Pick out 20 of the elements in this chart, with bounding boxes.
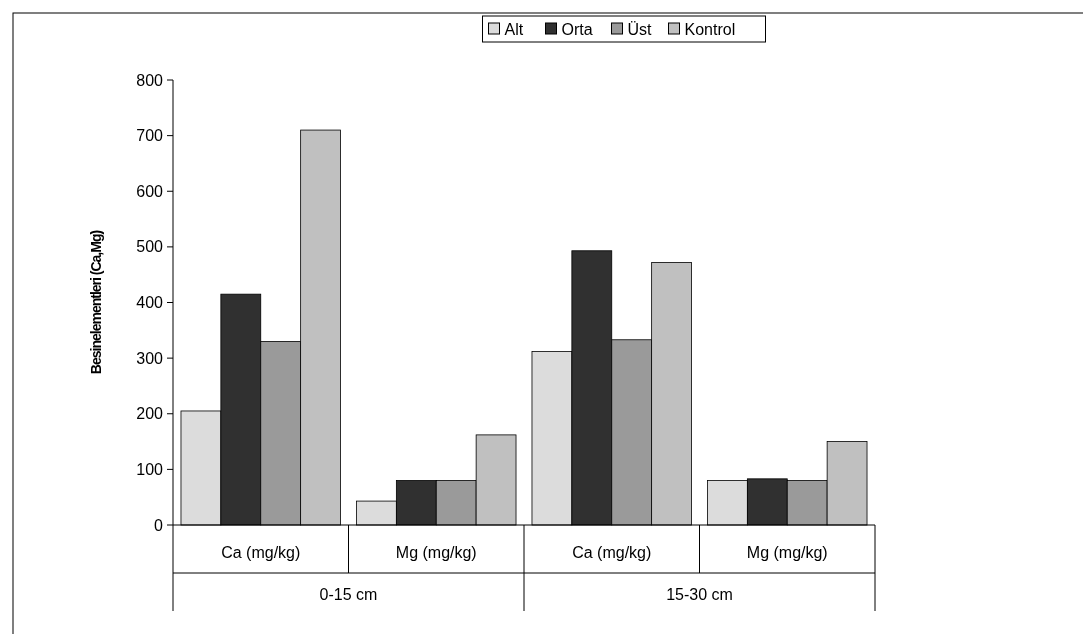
x-tick-label: Mg (mg/kg): [395, 544, 477, 561]
y-tick-label: 800: [136, 71, 164, 89]
y-tick-label: 100: [136, 460, 164, 478]
y-tick-label: 500: [136, 238, 164, 256]
y-tick-label: 400: [136, 294, 164, 312]
text: 0-15 cm: [319, 586, 378, 603]
legend-label: Üst: [627, 20, 653, 38]
text: 15-30 cm: [666, 586, 733, 603]
x-tick-label: Mg (mg/kg): [746, 544, 828, 561]
y-tick-label: 600: [136, 182, 164, 200]
y-tick-label: 200: [136, 405, 164, 423]
y-tick-label: 0: [154, 516, 164, 534]
y-tick-label: 300: [136, 349, 164, 367]
y-tick-label: 700: [136, 127, 164, 145]
legend-label: Kontrol: [684, 20, 736, 38]
y-axis-title: Besinelementleri (Ca,Mg): [88, 230, 104, 375]
legend-label: Alt: [504, 20, 524, 38]
x-tick-label: Ca (mg/kg): [572, 544, 652, 561]
x-tick-label: Ca (mg/kg): [221, 544, 301, 561]
legend-label: Orta: [561, 20, 593, 38]
